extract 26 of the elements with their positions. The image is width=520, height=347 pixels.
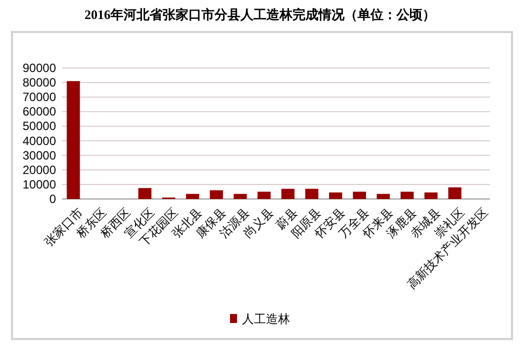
bar <box>305 188 318 199</box>
y-tick-label: 40000 <box>22 134 56 148</box>
bar <box>186 194 200 199</box>
legend-label: 人工造林 <box>242 312 290 326</box>
bar <box>329 192 342 199</box>
bar <box>448 187 462 199</box>
bar <box>424 192 438 199</box>
y-tick-label: 30000 <box>22 148 56 162</box>
y-tick-label: 70000 <box>22 90 56 104</box>
y-tick-label: 10000 <box>22 177 56 192</box>
y-tick-label: 80000 <box>22 76 56 90</box>
bar <box>376 194 390 199</box>
bar <box>138 188 152 199</box>
chart-title: 2016年河北省张家口市分县人工造林完成情况（单位：公顷） <box>84 7 436 22</box>
y-tick-label: 50000 <box>22 119 56 134</box>
y-tick-label: 20000 <box>22 162 56 177</box>
bar <box>210 190 223 199</box>
bar <box>234 194 247 199</box>
bar <box>400 192 414 199</box>
bar <box>258 192 271 199</box>
y-tick-label: 60000 <box>22 104 56 119</box>
y-tick-label: 0 <box>49 192 56 206</box>
bar <box>66 81 80 199</box>
bar <box>281 188 294 199</box>
y-tick-label: 90000 <box>22 61 56 75</box>
bar <box>352 192 366 199</box>
